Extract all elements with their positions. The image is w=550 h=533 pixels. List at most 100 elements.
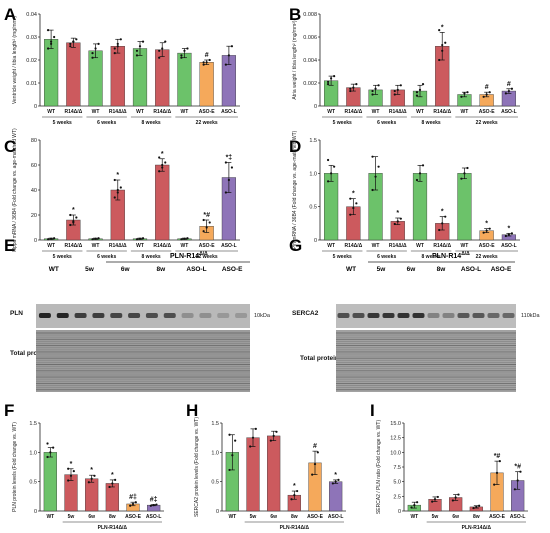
data-point <box>441 49 444 52</box>
bar <box>105 483 119 512</box>
y-tick-label: 0.002 <box>303 81 317 87</box>
bar <box>155 49 170 107</box>
blot-mw-G: 110kDa <box>521 313 540 319</box>
significance-marker: *# <box>514 464 521 471</box>
data-point <box>94 47 97 50</box>
data-point <box>441 43 444 47</box>
data-point <box>326 180 330 183</box>
blot-band-label-total-protein-G: Total protein <box>300 355 339 362</box>
group-label: PLN-R14Δ/Δ <box>280 525 310 531</box>
y-tick-label: 60 <box>31 163 37 169</box>
x-category-label: R14Δ/Δ <box>64 243 82 249</box>
significance-marker: * <box>352 191 355 198</box>
data-point <box>418 172 422 175</box>
group-label: 5 weeks <box>53 254 72 260</box>
data-point <box>269 439 272 442</box>
data-point <box>46 47 50 50</box>
y-tick-label: 10.0 <box>390 450 401 456</box>
x-category-label: ASO-E <box>199 243 216 249</box>
blot-band <box>367 313 380 318</box>
group-label: 5 weeks <box>333 254 352 260</box>
bar <box>412 173 428 241</box>
data-point <box>135 49 139 52</box>
data-point <box>93 474 96 477</box>
data-point <box>396 220 399 223</box>
blot-lane-label: 6w <box>121 266 131 273</box>
y-tick-label: 1.0 <box>29 450 37 456</box>
data-point <box>69 213 72 217</box>
data-point <box>463 172 466 175</box>
data-point <box>186 237 189 240</box>
data-point <box>330 77 333 80</box>
group-label: 6 weeks <box>97 254 116 260</box>
significance-marker: # <box>205 52 209 59</box>
data-point <box>141 237 145 240</box>
x-category-label: 5w <box>250 514 257 520</box>
chart-B: B 0 0.002 0.004 0.006 0.008 Atria weight / tib… <box>289 5 520 126</box>
chart-F: F 0 0.5 1.0 1.5 PLN protein levels (Fold chan… <box>4 401 164 531</box>
panel-label: A <box>4 5 16 24</box>
group-label: 22 weeks <box>196 120 218 126</box>
group-label: PLN-R14Δ/Δ <box>462 525 492 531</box>
x-category-label: ASO-E <box>307 514 324 520</box>
data-point <box>155 503 158 506</box>
data-point <box>377 165 380 168</box>
data-point <box>504 234 507 238</box>
y-axis-label: Ventricle weight / tibia length² (mg/mm²… <box>12 16 18 104</box>
data-point <box>513 488 516 491</box>
significance-marker: * <box>508 225 511 232</box>
y-tick-label: 1.0 <box>211 450 219 456</box>
x-category-label: WT <box>136 243 144 249</box>
data-point <box>50 40 53 43</box>
significance-marker: * <box>334 472 337 479</box>
blot-band-label-total-protein-E: Total protein <box>10 350 49 357</box>
blot-lanes-E: WT 5w 6w 8w ASO-L ASO-E <box>49 266 243 273</box>
y-tick-label: 0.03 <box>26 35 37 41</box>
data-point <box>507 233 510 236</box>
significance-marker: * <box>293 483 296 490</box>
y-tick-label: 40 <box>31 188 37 194</box>
blot-lane-label: ASO-L <box>461 266 481 273</box>
bar <box>246 437 260 512</box>
y-axis-label: Nppa mRNA / 36B4 (Fold change vs. age-ma… <box>12 128 18 252</box>
group-label: 5 weeks <box>333 120 352 126</box>
x-category-label: ASO-L <box>146 514 162 520</box>
y-tick-label: 0 <box>398 509 401 515</box>
data-point <box>46 238 50 241</box>
data-point <box>202 63 205 66</box>
data-point <box>228 433 231 436</box>
data-point <box>180 238 183 241</box>
blot-lane-label: 6w <box>407 266 417 273</box>
blot-band <box>217 313 230 318</box>
significance-marker: *# <box>494 453 501 460</box>
blot-band <box>382 313 395 318</box>
data-point <box>46 455 49 459</box>
data-point <box>296 489 299 493</box>
data-point <box>202 230 205 233</box>
data-point <box>251 436 255 439</box>
y-axis-label: PLN protein levels (Fold change vs. WT) <box>12 422 18 512</box>
data-point <box>313 462 317 466</box>
data-point <box>472 506 475 510</box>
data-point <box>138 237 142 240</box>
data-point <box>334 480 337 483</box>
y-tick-label: 0 <box>34 509 37 515</box>
data-point <box>421 83 425 86</box>
significance-marker: * <box>441 209 444 216</box>
data-point <box>485 93 488 96</box>
blot-band <box>181 313 194 318</box>
blot-lane-label: 5w <box>85 266 95 273</box>
data-point <box>463 92 466 95</box>
bar <box>44 39 59 107</box>
blot-band <box>74 313 87 318</box>
data-point <box>272 434 275 438</box>
x-category-label: R14Δ/Δ <box>389 109 407 115</box>
data-point <box>91 56 94 59</box>
data-point <box>141 40 145 43</box>
x-category-label: R14Δ/Δ <box>433 109 451 115</box>
data-point <box>478 504 481 507</box>
panel-label-G: G <box>289 236 302 255</box>
bar <box>132 48 148 107</box>
data-point <box>224 191 227 194</box>
